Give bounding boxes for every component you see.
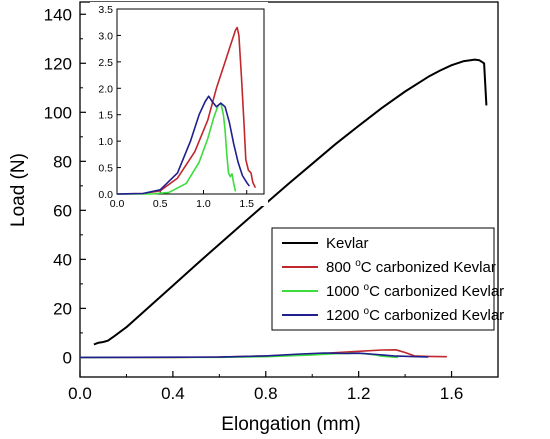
inset-x-tick-label-0: 0.0	[110, 198, 125, 210]
series-line-3	[79, 352, 429, 359]
inset-x-tick-label-2: 1.0	[196, 198, 211, 210]
inset-series-line-0	[116, 26, 257, 195]
legend-label-rest: C carbonized Kevlar	[361, 259, 496, 276]
x-tick-label-3: 1.2	[347, 384, 371, 403]
plot-frame	[79, 1, 499, 378]
y-tick-label-2: 40	[53, 250, 72, 269]
inset-x-tick-label-1: 0.5	[153, 198, 168, 210]
inset-ticks: 0.0 0.5 1.0 1.5 0.0 0.5 1.0 1.5 2.0 2.5 3.0 3.5	[98, 4, 254, 210]
inset-y-tick-label-0: 0.0	[98, 189, 113, 201]
x-tick-label-4: 1.6	[440, 384, 464, 403]
inset-y-tick-label-4: 2.0	[98, 83, 113, 95]
y-tick-label-6: 120	[44, 54, 72, 73]
legend-label-1: 800 oC carbonized Kevlar	[326, 258, 496, 276]
y-tick-label-3: 60	[53, 201, 72, 220]
series-line-0	[93, 58, 488, 346]
legend-box	[271, 227, 495, 331]
legend: Kevlar 800 oC carbonized Kevlar 1000 oC ca…	[282, 235, 504, 324]
legend-degree-sup: o	[364, 282, 370, 293]
legend-degree-sup: o	[355, 258, 361, 269]
legend-label-0: Kevlar	[326, 235, 369, 252]
inset-y-tick-label-2: 1.0	[98, 136, 113, 148]
y-axis-title: Load (N)	[8, 153, 29, 227]
y-tick-label-0: 0	[63, 348, 72, 367]
legend-label-rest: C carbonized Kevlar	[369, 307, 504, 324]
inset-y-tick-label-5: 2.5	[98, 57, 113, 69]
legend-label-3: 1200 oC carbonized Kevlar	[326, 306, 504, 324]
y-tick-label-1: 20	[53, 299, 72, 318]
x-axis-title: Elongation (mm)	[221, 414, 360, 435]
main-ticks: 0.0 0.4 0.8 1.2 1.6 0 20 40 60 80 100 120 140	[44, 5, 464, 403]
x-tick-label-0: 0.0	[68, 384, 92, 403]
y-tick-label-7: 140	[44, 5, 72, 24]
inset-y-tick-label-1: 0.5	[98, 163, 113, 175]
inset-y-tick-label-7: 3.5	[98, 4, 113, 16]
inset-y-tick-label-3: 1.5	[98, 110, 113, 122]
inset-x-tick-label-3: 1.5	[239, 198, 254, 210]
y-tick-label-4: 80	[53, 152, 72, 171]
y-tick-label-5: 100	[44, 103, 72, 122]
inset-y-tick-label-6: 3.0	[98, 30, 113, 42]
inset-series-line-2	[116, 95, 250, 195]
main-series	[79, 58, 488, 359]
inset-frame	[116, 8, 265, 195]
legend-degree-sup: o	[364, 306, 370, 317]
inset-series	[116, 26, 257, 195]
x-tick-label-2: 0.8	[254, 384, 278, 403]
legend-label-2: 1000 oC carbonized Kevlar	[326, 282, 504, 300]
legend-label-rest: C carbonized Kevlar	[369, 283, 504, 300]
x-tick-label-1: 0.4	[161, 384, 185, 403]
